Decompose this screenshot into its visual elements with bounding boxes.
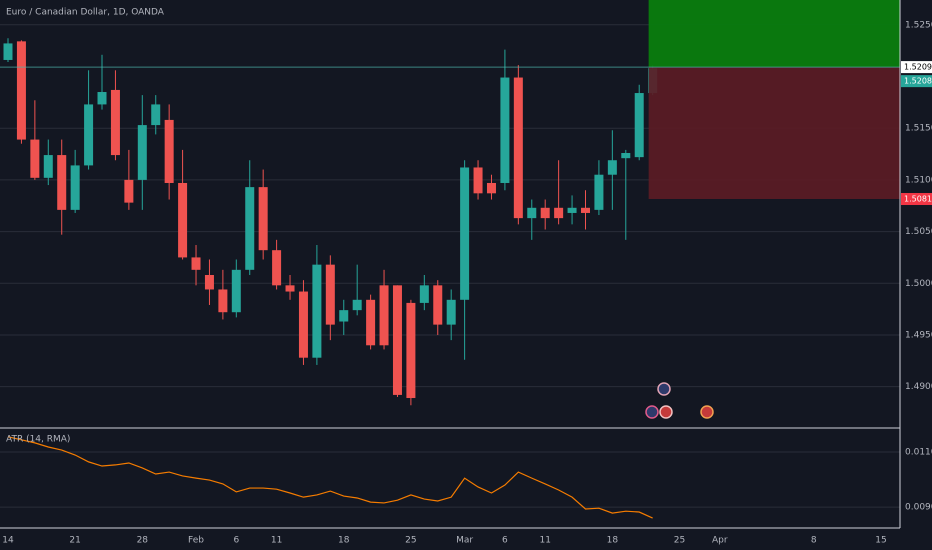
candle-body: [312, 264, 322, 358]
price-label-bg: [901, 193, 932, 206]
y-tick-label: 0.01100: [905, 447, 932, 457]
candle-body: [554, 207, 564, 219]
candle-body: [419, 285, 429, 303]
candle-body: [16, 41, 26, 140]
x-tick-label: 6: [233, 536, 239, 546]
y-tick-label: 1.49500: [905, 330, 932, 340]
candle-body: [527, 207, 537, 219]
candle-body: [567, 207, 577, 213]
candle-body: [607, 160, 617, 175]
candle-body: [513, 77, 523, 219]
price-label: 1.50815: [904, 195, 932, 204]
candle-body: [446, 299, 456, 325]
y-tick-label: 1.51000: [905, 175, 932, 185]
loss-zone: [648, 67, 900, 200]
candle-body: [621, 153, 631, 159]
x-tick-label: 6: [502, 536, 508, 546]
x-tick-label: 18: [607, 536, 619, 546]
candle-body: [218, 289, 228, 313]
y-tick-label: 1.49000: [905, 382, 932, 392]
candle-body: [486, 182, 496, 194]
candle-body: [379, 285, 389, 346]
candle-body: [634, 93, 644, 158]
candle-body: [43, 155, 53, 178]
candle-body: [272, 250, 282, 286]
y-tick-label: 1.50500: [905, 227, 932, 237]
candle-body: [473, 167, 483, 194]
candle-body: [151, 104, 161, 126]
grid: [0, 24, 900, 508]
x-tick-label: 18: [338, 536, 350, 546]
plot: [3, 38, 658, 519]
candle-body: [70, 165, 80, 210]
price-label-bg: [901, 75, 932, 88]
y-tick-label: 0.00900: [905, 503, 932, 513]
chart-title: Euro / Canadian Dollar, 1D, OANDA: [6, 8, 165, 18]
x-tick-label: 8: [811, 536, 817, 546]
candle-body: [580, 207, 590, 213]
event-icon: [657, 382, 671, 396]
candle-body: [57, 155, 67, 210]
candle-body: [392, 285, 402, 395]
candle-body: [97, 92, 107, 105]
candle-body: [30, 139, 40, 178]
x-tick-label: Mar: [456, 536, 473, 546]
atr-line: [7, 436, 653, 519]
x-tick-label: Apr: [712, 536, 728, 546]
y-tick-label: 1.52500: [905, 20, 932, 30]
candle-body: [110, 89, 120, 156]
x-tick-label: 25: [405, 536, 416, 546]
candle-body: [191, 257, 201, 270]
x-tick-label: 11: [271, 536, 282, 546]
candle-body: [124, 179, 134, 203]
candle-body: [178, 182, 188, 258]
candle-body: [339, 310, 349, 322]
candle-body: [258, 187, 268, 251]
candle-body: [84, 104, 94, 166]
x-tick-label: 25: [674, 536, 685, 546]
profit-zone: [648, 0, 900, 68]
candle-body: [285, 285, 295, 292]
candle-body: [137, 125, 147, 180]
x-tick-label: 28: [137, 536, 149, 546]
candle-body: [3, 43, 13, 60]
y-tick-label: 1.51500: [905, 124, 932, 134]
candle-body: [366, 299, 376, 346]
x-tick-label: 14: [2, 536, 14, 546]
candle-body: [298, 291, 308, 358]
indicator-title: ATR (14, RMA): [6, 435, 70, 445]
candle-body: [352, 299, 362, 311]
x-tick-label: 21: [69, 536, 80, 546]
candle-body: [433, 285, 443, 325]
event-icon: [659, 405, 673, 419]
candle-body: [500, 77, 510, 183]
x-tick-label: 15: [875, 536, 886, 546]
candle-body: [325, 264, 335, 325]
price-label-bg: [901, 61, 932, 74]
candle-body: [204, 274, 214, 290]
candle-body: [540, 207, 550, 219]
x-tick-label: 11: [539, 536, 550, 546]
event-icon: [645, 405, 659, 419]
event-icon: [700, 405, 714, 419]
candle-body: [245, 187, 255, 270]
candle-body: [231, 269, 241, 313]
event-icons: [645, 382, 714, 419]
y-tick-label: 1.50000: [905, 279, 932, 289]
candle-body: [164, 119, 174, 183]
candle-body: [594, 174, 604, 210]
overlay: [0, 0, 900, 200]
candle-body: [406, 302, 416, 399]
x-tick-label: Feb: [188, 536, 204, 546]
candle-body: [460, 167, 470, 300]
